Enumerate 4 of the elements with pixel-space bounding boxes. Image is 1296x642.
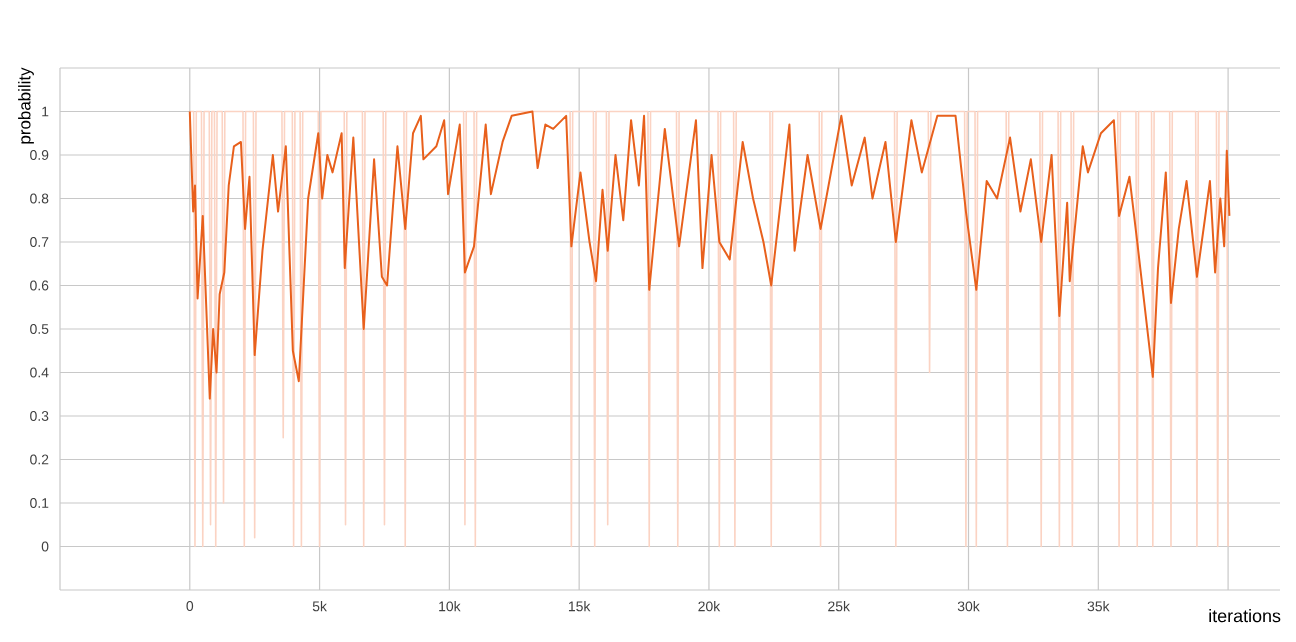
y-axis-title: probability bbox=[18, 67, 34, 144]
line-series bbox=[188, 110, 1229, 548]
x-axis-title: iterations bbox=[1209, 609, 1281, 623]
line-series bbox=[188, 110, 1231, 400]
